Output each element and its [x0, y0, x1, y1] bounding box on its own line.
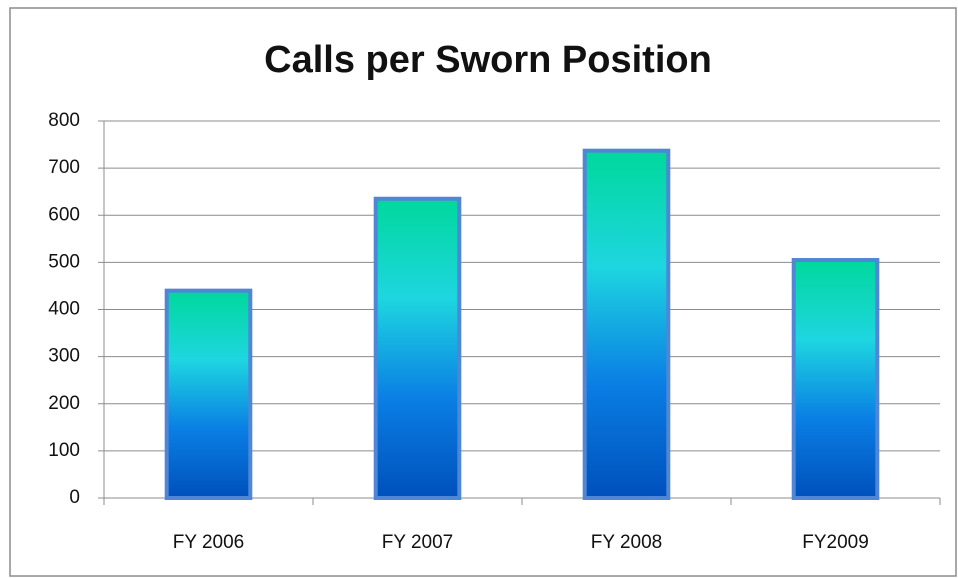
y-tick-label: 100 [48, 440, 80, 461]
chart-title: Calls per Sworn Position [264, 39, 712, 81]
y-tick-label: 200 [48, 393, 80, 414]
y-tick-label: 600 [48, 204, 80, 225]
y-tick-label: 500 [48, 251, 80, 272]
bar [791, 258, 880, 500]
bar [164, 288, 253, 500]
bar [373, 196, 462, 500]
x-tick-label: FY 2006 [173, 532, 244, 553]
y-tick-label: 700 [48, 157, 80, 178]
x-tick-label: FY2009 [802, 532, 869, 553]
y-tick-label: 800 [48, 110, 80, 131]
x-tick-label: FY 2007 [382, 532, 453, 553]
y-tick-label: 300 [48, 346, 80, 367]
y-tick-label: 400 [48, 299, 80, 320]
bar [582, 148, 671, 500]
y-tick-label: 0 [69, 487, 80, 508]
x-tick-label: FY 2008 [591, 532, 662, 553]
